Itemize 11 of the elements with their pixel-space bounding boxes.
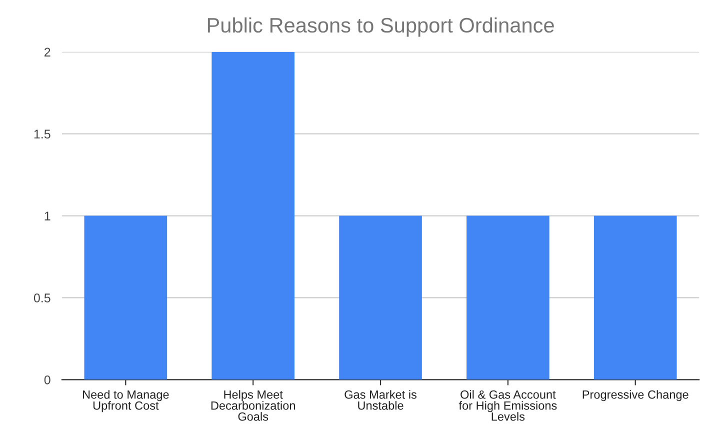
chart-title: Public Reasons to Support Ordinance: [208, 17, 554, 37]
y-tick-label: 1: [44, 212, 50, 220]
y-tick-label: 2: [44, 48, 50, 56]
y-tick-label: 0.5: [34, 294, 50, 302]
x-tick-label: Progressive Change: [582, 390, 688, 402]
y-tick-label: 0: [44, 375, 50, 384]
x-tick-label: Helps Meet Decarbonization Goals: [211, 390, 295, 421]
x-tick-label: Gas Market is Unstable: [344, 390, 416, 410]
y-tick-label: 1.5: [34, 130, 50, 138]
x-tick-label: Need to Manage Upfront Cost: [82, 390, 169, 412]
x-tick-label: Oil & Gas Account for High Emissions Levels: [458, 390, 557, 421]
